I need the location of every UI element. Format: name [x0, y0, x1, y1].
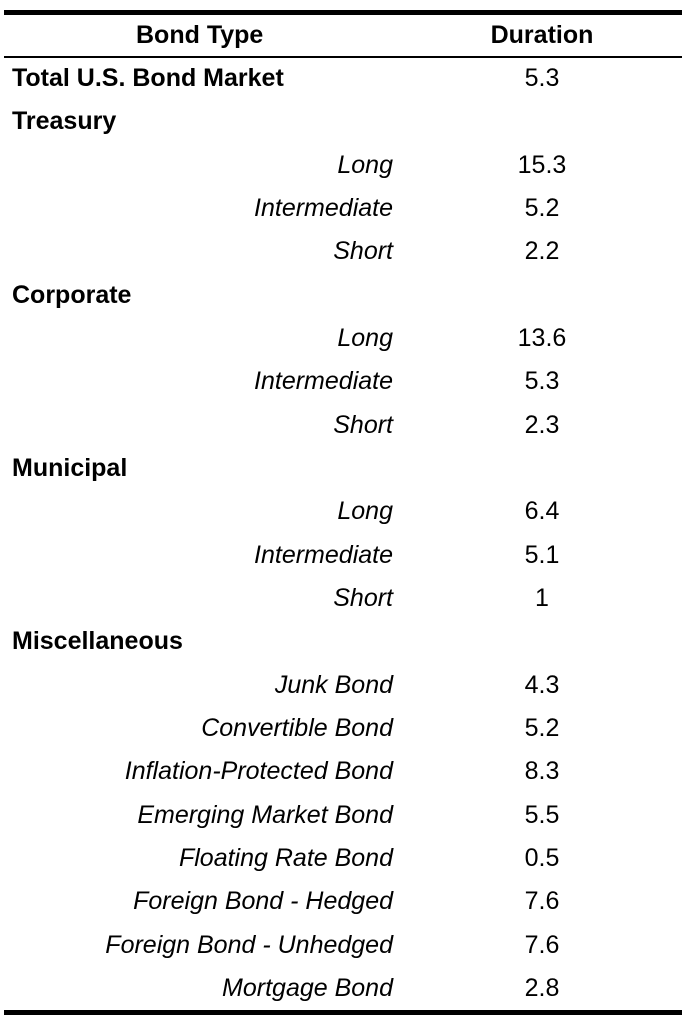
group-label: Corporate [12, 280, 132, 309]
duration-value: 4.3 [524, 670, 560, 699]
item-label: Long [337, 323, 393, 352]
duration-value: 5.3 [524, 367, 560, 396]
header-bond-type: Bond Type [136, 21, 264, 49]
group-label: Treasury [12, 107, 117, 136]
item-label: Inflation-Protected Bond [124, 757, 393, 786]
item-label: Long [337, 150, 393, 179]
item-label: Mortgage Bond [222, 973, 393, 1002]
header-rule [4, 56, 682, 58]
item-label: Long [337, 497, 393, 526]
bottom-rule [4, 1010, 682, 1015]
duration-value: 5.1 [524, 540, 560, 569]
top-rule [4, 10, 682, 15]
item-label: Floating Rate Bond [178, 843, 393, 872]
duration-value: 15.3 [517, 150, 567, 179]
duration-value: 2.2 [524, 237, 560, 266]
item-label: Short [333, 410, 393, 439]
header-duration: Duration [490, 21, 594, 49]
group-label: Total U.S. Bond Market [12, 64, 284, 92]
duration-value: 1 [535, 583, 549, 612]
item-label: Intermediate [254, 193, 393, 222]
item-label: Foreign Bond - Unhedged [105, 930, 393, 959]
item-label: Foreign Bond - Hedged [133, 887, 393, 916]
duration-value: 5.5 [524, 800, 560, 829]
item-label: Short [333, 583, 393, 612]
duration-value: 2.3 [524, 410, 560, 439]
item-label: Junk Bond [274, 670, 393, 699]
duration-value: 0.5 [524, 843, 560, 872]
duration-value: 7.6 [524, 887, 560, 916]
item-label: Intermediate [254, 367, 393, 396]
duration-value: 8.3 [524, 757, 560, 786]
group-label: Municipal [12, 453, 128, 482]
duration-value: 7.6 [524, 930, 560, 959]
duration-value: 5.2 [524, 713, 560, 742]
duration-value: 5.2 [524, 193, 560, 222]
item-label: Short [333, 237, 393, 266]
duration-value: 13.6 [517, 323, 567, 352]
duration-value: 6.4 [524, 497, 560, 526]
duration-value: 5.3 [524, 64, 560, 92]
duration-value: 2.8 [524, 973, 560, 1002]
item-label: Emerging Market Bond [137, 800, 393, 829]
item-label: Intermediate [254, 540, 393, 569]
item-label: Convertible Bond [201, 713, 393, 742]
group-label: Miscellaneous [12, 627, 183, 656]
